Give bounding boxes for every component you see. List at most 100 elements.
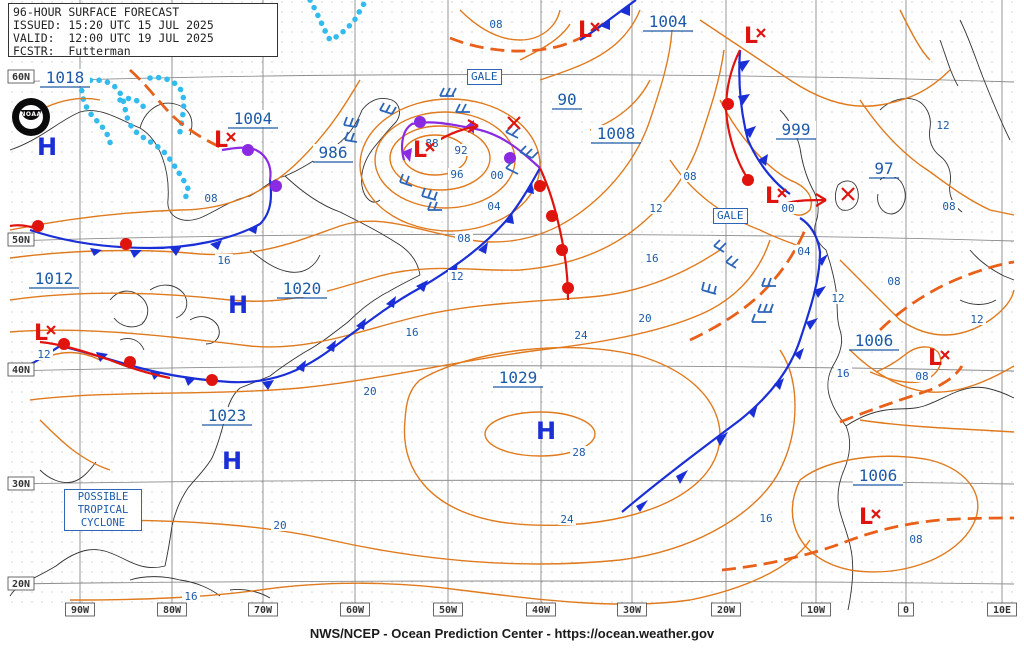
low-center: L: [928, 346, 950, 371]
lat-label: 30N: [7, 476, 35, 491]
isobar-label: 12: [35, 348, 53, 361]
lon-label-text: 0: [903, 605, 909, 616]
isobar-label: 16: [643, 252, 661, 265]
ptc-line-1: POSSIBLE: [77, 491, 129, 503]
isobar-label-text: 96: [450, 168, 463, 181]
lat-label-text: 20N: [12, 579, 30, 590]
lon-label: 60W: [340, 602, 370, 617]
lat-label-text: 40N: [12, 365, 30, 376]
lon-label: 70W: [248, 602, 278, 617]
lat-label: 20N: [7, 576, 35, 591]
low-center: L: [859, 505, 881, 530]
pressure-label-text: 1004: [649, 12, 688, 31]
isobar-label-text: 04: [487, 200, 501, 213]
lon-label-text: 70W: [254, 605, 273, 616]
pressure-label: 1020: [277, 279, 327, 299]
isobar-label: 04: [795, 245, 813, 258]
pressure-label-text: 97: [874, 159, 893, 178]
low-center-letter: L: [928, 346, 942, 371]
pressure-label-text: 1006: [859, 466, 898, 485]
occluded-fronts: [221, 121, 541, 181]
high-center: H: [228, 291, 248, 319]
pressure-label-text: 1004: [234, 109, 273, 128]
isobar-label: 20: [636, 312, 654, 325]
pressure-label-text: 1012: [35, 269, 74, 288]
high-center: H: [222, 447, 242, 475]
isobar-label-text: 04: [797, 245, 811, 258]
gale-warning-box-2: GALE: [713, 208, 748, 224]
isobar-label: 08: [487, 18, 505, 31]
pressure-label: 999: [776, 120, 816, 140]
lon-label: 10W: [801, 602, 831, 617]
low-center: L: [34, 321, 56, 346]
isobar-label-text: 08: [457, 232, 470, 245]
lon-label-text: 90W: [71, 605, 90, 616]
low-center: L: [413, 138, 435, 163]
lon-label: 30W: [617, 602, 647, 617]
isobar-label: 92: [452, 144, 470, 157]
lat-label: 60N: [7, 69, 35, 84]
isobar-label-text: 00: [490, 169, 503, 182]
possible-tropical-cyclone-box: POSSIBLE TROPICAL CYCLONE: [64, 489, 142, 531]
lon-label-text: 50W: [439, 605, 458, 616]
isobar-label: 12: [647, 202, 665, 215]
isobar-label: 08: [202, 192, 220, 205]
isobar-label: 16: [834, 367, 852, 380]
low-center-letter: L: [765, 184, 779, 209]
pressure-label: 1029: [493, 368, 543, 388]
low-center-x: [46, 325, 56, 335]
low-center-x: [940, 350, 950, 360]
lat-label: 40N: [7, 362, 35, 377]
lon-label-text: 20W: [717, 605, 736, 616]
low-center-letter: L: [34, 321, 48, 346]
pressure-label-text: 1029: [499, 368, 538, 387]
lon-label: 20W: [711, 602, 741, 617]
lon-label-text: 30W: [623, 605, 642, 616]
pressure-label: 1004: [228, 109, 278, 129]
isobar-label-text: 08: [204, 192, 217, 205]
low-center-x: [871, 509, 881, 519]
isobar-label: 12: [934, 119, 952, 132]
low-center-letter: L: [859, 505, 873, 530]
lat-label-text: 60N: [12, 72, 30, 83]
pressure-label: 1006: [853, 466, 903, 486]
header-line-forecaster: FCSTR: Futterman: [13, 44, 131, 58]
forecast-header: 96-HOUR SURFACE FORECAST ISSUED: 15:20 U…: [8, 3, 278, 58]
latitude-labels: 60N 50N 40N 30N 20N: [7, 69, 35, 591]
lon-label-text: 80W: [163, 605, 182, 616]
high-center: H: [536, 417, 556, 445]
isobar-label: 08: [913, 370, 931, 383]
isobar-label-text: 16: [184, 590, 197, 603]
lon-label-text: 60W: [346, 605, 365, 616]
isobar-label-text: 20: [363, 385, 376, 398]
header-line-valid: VALID: 12:00 UTC 19 JUL 2025: [13, 31, 214, 45]
isobar-label-text: 16: [217, 254, 230, 267]
high-pressure-centers: H H H H: [37, 133, 556, 475]
isobar-label: 12: [968, 313, 986, 326]
isobar-label: 08: [455, 232, 473, 245]
isobar-label-text: 12: [831, 292, 844, 305]
isobar-label-text: 08: [887, 275, 900, 288]
pressure-labels: 1018 1004 986 90 1004 1008 999 97 1012 1020 1029 10…: [29, 12, 903, 486]
low-center-letter: L: [578, 18, 592, 43]
isobar-label: 12: [829, 292, 847, 305]
warm-front-semicircles: [32, 98, 754, 386]
isobar-label: 16: [403, 326, 421, 339]
isobar-label-text: 12: [649, 202, 662, 215]
low-center-letter: L: [413, 138, 427, 163]
lat-label-text: 30N: [12, 479, 30, 490]
pressure-label-text: 999: [782, 120, 811, 139]
longitude-labels: 90W 80W 70W 60W 50W 40W 30W 20W 10W 0 10E: [65, 602, 1017, 617]
pressure-label: 1023: [202, 406, 252, 426]
isobar-label: 16: [182, 590, 200, 603]
lon-label: 0: [898, 602, 914, 617]
isobar-label: 28: [570, 446, 588, 459]
isobar-label-text: 08: [489, 18, 502, 31]
isobar-label-text: 00: [781, 202, 794, 215]
lat-lon-grid: [9, 0, 1015, 610]
isobar-label-text: 20: [638, 312, 651, 325]
low-center-x: [590, 22, 600, 32]
isobar-label-text: 24: [560, 513, 574, 526]
pressure-label: 97: [869, 159, 899, 179]
